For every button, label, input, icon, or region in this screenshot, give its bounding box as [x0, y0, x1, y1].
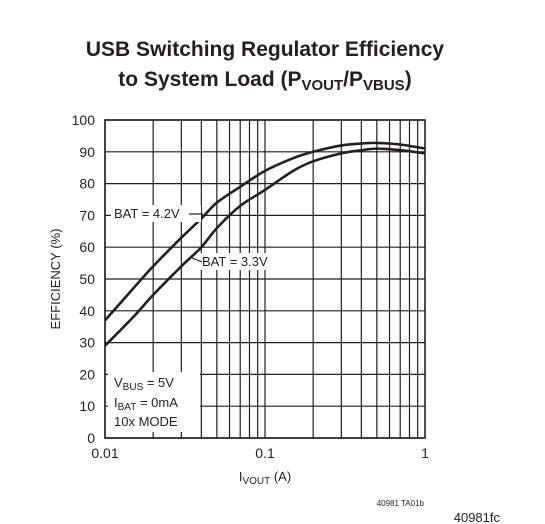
x-tick-label: 0.1: [255, 445, 275, 461]
series-line-bat-3-3v: [104, 147, 426, 347]
curves: [104, 141, 426, 347]
bat42-label-bg: [111, 205, 201, 222]
chart-title-line-2: to System Load (PVOUT/PVBUS): [118, 68, 411, 94]
x-tick-label: 1: [421, 445, 429, 461]
y-tick-label: 90: [79, 144, 95, 160]
condition-ibat: IBAT = 0mA: [114, 395, 178, 413]
chart-title-line-1: USB Switching Regulator Efficiency: [86, 38, 445, 61]
condition-vbus: VBUS = 5V: [114, 375, 174, 393]
bat42-label: BAT = 4.2V: [114, 206, 180, 221]
tick-labels: 0 10 20 30 40 50 60 70 80 90 100 0.01 0.1 1: [72, 112, 429, 461]
conditions-box-bg: [108, 372, 200, 432]
y-tick-label: 70: [79, 207, 95, 223]
x-axis-label: IVOUT (A): [239, 469, 291, 487]
page-code: 40981fc: [454, 510, 501, 524]
y-tick-label: 30: [79, 335, 95, 351]
y-tick-label: 10: [79, 398, 95, 414]
y-tick-label: 100: [72, 112, 96, 128]
y-tick-label: 40: [79, 303, 95, 319]
condition-mode: 10x MODE: [114, 414, 178, 429]
y-tick-label: 80: [79, 176, 95, 192]
figure-code: 40981 TA01b: [377, 499, 425, 508]
y-tick-label: 60: [79, 239, 95, 255]
y-tick-label: 0: [87, 430, 95, 446]
y-tick-label: 20: [79, 366, 95, 382]
bat33-leader: [191, 257, 203, 263]
bat33-label: BAT = 3.3V: [202, 254, 268, 269]
series-line-bat-4-2v: [104, 141, 426, 322]
y-axis-label: EFFICIENCY (%): [48, 229, 63, 330]
y-tick-label: 50: [79, 271, 95, 287]
plot-frame: [104, 119, 426, 439]
bat33-label-bg: [199, 253, 279, 270]
x-tick-label: 0.01: [91, 445, 118, 461]
